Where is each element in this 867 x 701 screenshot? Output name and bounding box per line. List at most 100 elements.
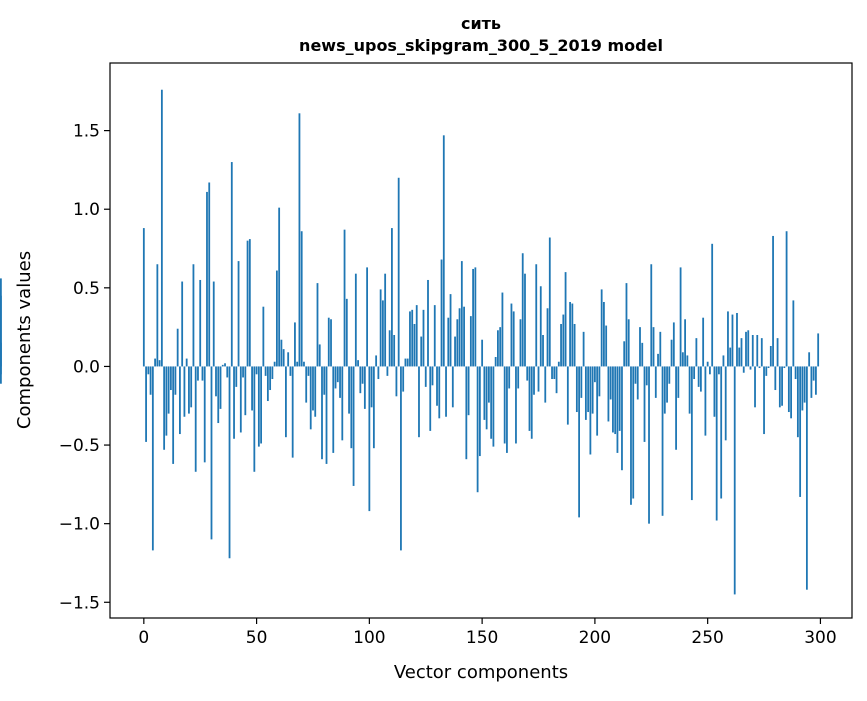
- x-tick-label: 250: [691, 628, 723, 648]
- bar-component-80: [323, 366, 326, 395]
- bar-component-43: [239, 366, 242, 433]
- bar-component-79: [321, 366, 323, 460]
- plot-area-frame: [109, 62, 853, 619]
- bar-component-127: [429, 366, 432, 431]
- bar-component-100: [368, 366, 371, 512]
- bar-component-17: [181, 281, 184, 367]
- bar-component-1: [145, 366, 147, 442]
- bar-component-180: [548, 237, 551, 367]
- bar-component-56: [269, 366, 272, 391]
- bar-component-49: [253, 366, 256, 472]
- bar-component-22: [192, 264, 195, 367]
- bar-component-119: [411, 309, 414, 367]
- bar-component-89: [343, 229, 346, 367]
- bar-component-274: [760, 338, 763, 367]
- bar-component-53: [262, 306, 265, 367]
- bar-component-97: [361, 366, 364, 384]
- bar-component-0: [142, 228, 145, 367]
- bar-component-6: [156, 264, 159, 367]
- bar-component-188: [566, 366, 569, 425]
- chart-title-line-2: news_upos_skipgram_300_5_2019 model: [299, 36, 663, 55]
- bar-component-110: [391, 228, 393, 367]
- bar-component-161: [506, 366, 508, 453]
- bar-component-162: [508, 366, 511, 389]
- bar-component-160: [503, 366, 506, 444]
- bar-component-44: [242, 366, 244, 378]
- bar-component-235: [672, 322, 675, 367]
- bar-component-253: [713, 366, 716, 417]
- bar-component-176: [539, 286, 542, 367]
- bar-component-291: [799, 366, 802, 497]
- bar-component-139: [456, 319, 459, 367]
- bar-component-211: [618, 366, 621, 431]
- bar-component-29: [208, 182, 211, 367]
- bar-component-168: [521, 253, 524, 367]
- y-tick-label: −0.5: [59, 436, 100, 456]
- bar-component-290: [796, 366, 799, 438]
- bar-component-16: [179, 366, 181, 435]
- bar-component-266: [742, 366, 745, 373]
- bar-component-142: [463, 306, 465, 367]
- bar-component-177: [542, 335, 544, 367]
- y-tick-label: 0.0: [73, 357, 100, 377]
- bar-component-20: [188, 366, 190, 414]
- bar-component-186: [562, 314, 565, 367]
- bar-component-282: [778, 366, 781, 408]
- bar-component-138: [454, 336, 456, 367]
- bar-component-245: [695, 338, 698, 367]
- bar-component-52: [260, 366, 262, 444]
- bar-component-57: [271, 366, 274, 380]
- bar-component-250: [706, 361, 709, 367]
- bar-component-15: [176, 328, 179, 367]
- bar-component-61: [280, 339, 283, 367]
- bar-component-133: [442, 135, 445, 367]
- bar-component-259: [727, 311, 729, 367]
- bar-component-41: [235, 366, 238, 387]
- bar-component-33: [217, 366, 220, 424]
- bar-component-85: [334, 366, 337, 389]
- bar-component-238: [679, 267, 682, 367]
- bar-component-115: [402, 366, 405, 392]
- y-tick-label: 1.5: [73, 122, 100, 142]
- bar-component-24: [197, 366, 199, 381]
- bar-component-30: [210, 366, 213, 540]
- bar-component-73: [307, 366, 310, 376]
- bar-component-270: [751, 335, 754, 367]
- bar-component-269: [749, 366, 752, 370]
- bar-component-84: [332, 366, 335, 453]
- bar-component-192: [575, 366, 578, 413]
- bar-component-281: [776, 338, 779, 367]
- bar-component-169: [524, 273, 526, 367]
- bar-component-undefined: [0, 366, 2, 375]
- bar-component-5: [154, 358, 156, 367]
- bar-component-284: [783, 366, 786, 369]
- bar-component-94: [354, 273, 357, 367]
- bar-component-144: [467, 366, 470, 416]
- bar-component-46: [246, 240, 249, 367]
- bar-component-267: [745, 331, 747, 367]
- bar-component-265: [740, 338, 743, 367]
- bar-component-137: [451, 366, 454, 408]
- bar-component-207: [609, 366, 612, 400]
- bar-component-13: [172, 366, 175, 464]
- bar-component-275: [763, 366, 765, 435]
- bar-component-114: [400, 366, 402, 551]
- bar-component-184: [557, 361, 560, 367]
- bar-component-236: [675, 366, 677, 450]
- bar-component-136: [449, 294, 452, 367]
- bar-component-48: [251, 366, 253, 411]
- bar-component-98: [363, 366, 366, 409]
- bar-component-206: [607, 366, 610, 422]
- bar-component-90: [345, 298, 348, 367]
- bar-component-92: [350, 366, 353, 449]
- bar-component-257: [722, 355, 725, 367]
- bar-component-243: [690, 366, 693, 501]
- bar-component-158: [499, 327, 502, 367]
- bar-component-244: [693, 366, 696, 380]
- bar-component-261: [731, 314, 734, 367]
- bar-component-108: [386, 366, 389, 376]
- bar-component-226: [652, 327, 655, 367]
- bar-component-209: [614, 366, 617, 435]
- bar-component-103: [375, 355, 378, 367]
- bar-component-149: [478, 366, 481, 457]
